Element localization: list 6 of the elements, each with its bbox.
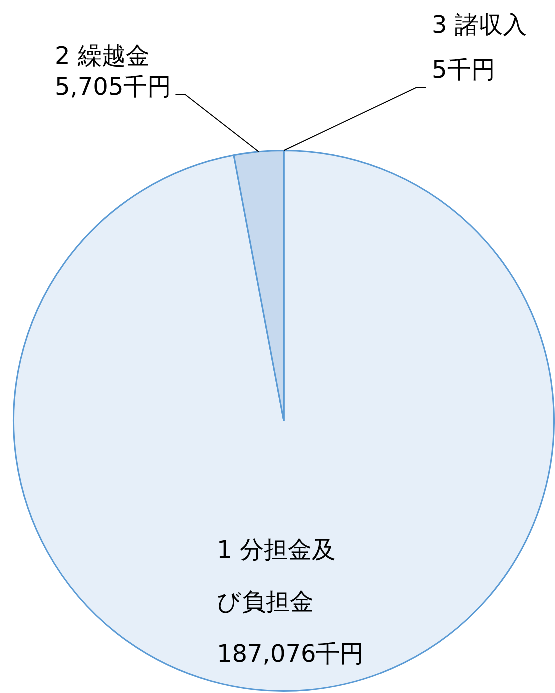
slice-label: 1 分担金及び負担金 — [217, 536, 336, 616]
data-label: 5,705千円 — [55, 73, 172, 101]
slice-label: 2 繰越金 — [55, 42, 150, 70]
slice-label: 3 諸収入 — [432, 11, 527, 39]
data-label: 187,076千円 — [217, 640, 364, 668]
data-label: 5千円 — [432, 56, 496, 84]
